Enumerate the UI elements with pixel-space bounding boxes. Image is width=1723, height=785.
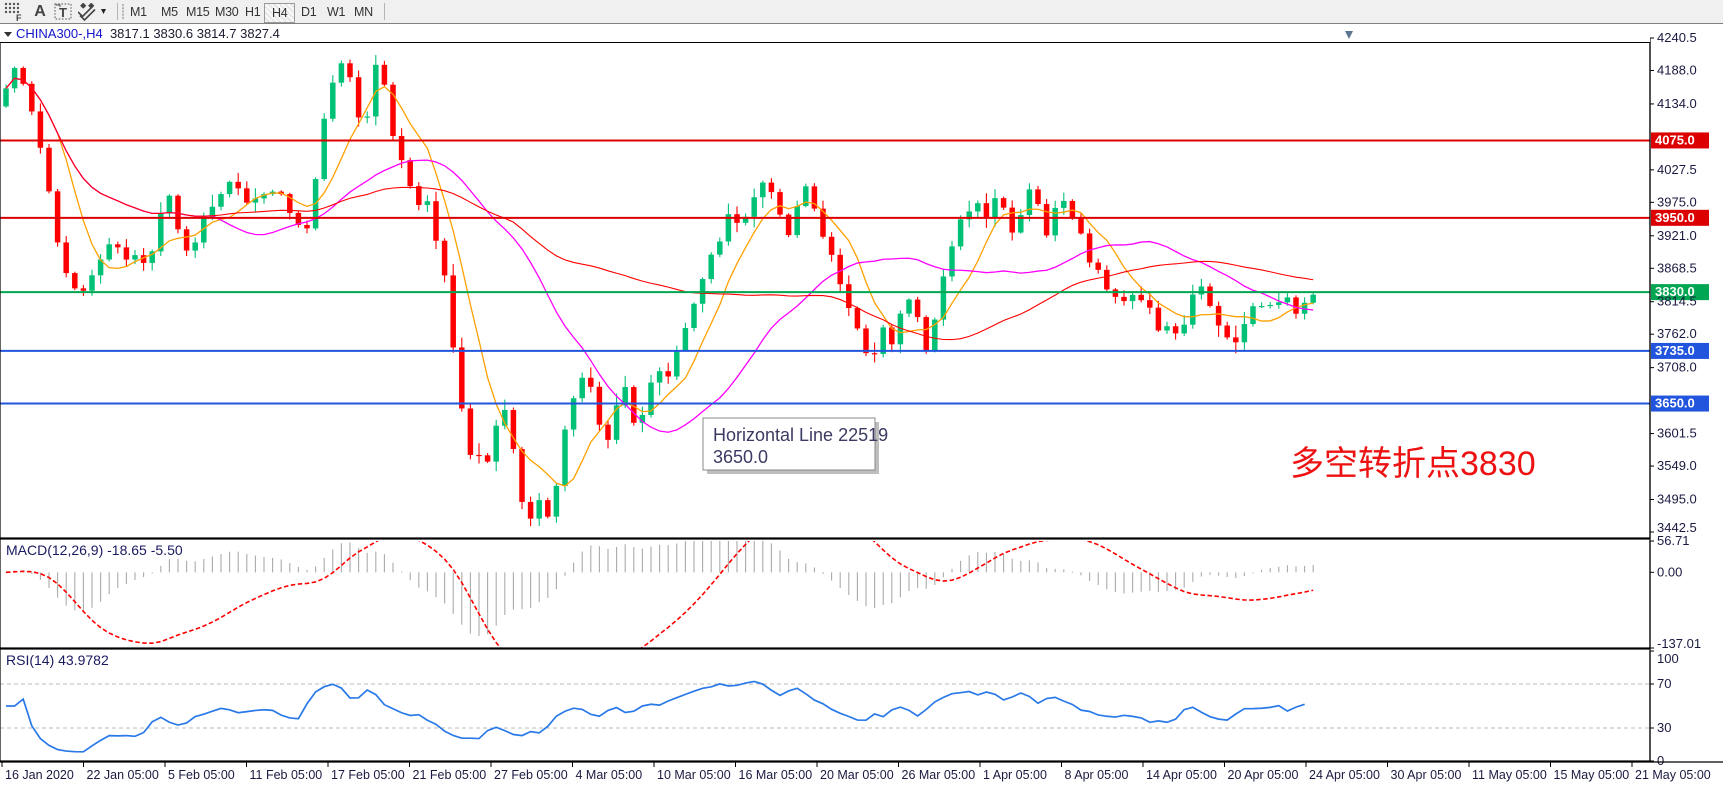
svg-text:26 Mar 05:00: 26 Mar 05:00 (902, 768, 976, 782)
svg-text:0.00: 0.00 (1657, 564, 1682, 579)
svg-text:4240.5: 4240.5 (1657, 30, 1697, 45)
svg-text:10 Mar 05:00: 10 Mar 05:00 (657, 768, 731, 782)
svg-text:21 Feb 05:00: 21 Feb 05:00 (413, 768, 487, 782)
svg-text:3950.0: 3950.0 (1655, 210, 1695, 225)
svg-text:T: T (59, 5, 67, 20)
svg-text:20 Mar 05:00: 20 Mar 05:00 (820, 768, 894, 782)
svg-text:Horizontal Line 22519: Horizontal Line 22519 (713, 425, 888, 445)
svg-text:14 Apr 05:00: 14 Apr 05:00 (1146, 768, 1217, 782)
svg-text:-137.01: -137.01 (1657, 636, 1701, 651)
svg-text:100: 100 (1657, 651, 1679, 666)
svg-text:16 Mar 05:00: 16 Mar 05:00 (739, 768, 813, 782)
svg-text:3868.5: 3868.5 (1657, 260, 1697, 275)
svg-text:20 Apr 05:00: 20 Apr 05:00 (1228, 768, 1299, 782)
svg-text:4027.5: 4027.5 (1657, 162, 1697, 177)
svg-text:3495.0: 3495.0 (1657, 492, 1697, 507)
svg-text:3762.0: 3762.0 (1657, 326, 1697, 341)
svg-text:11 May 05:00: 11 May 05:00 (1472, 768, 1547, 782)
svg-text:MACD(12,26,9) -18.65 -5.50: MACD(12,26,9) -18.65 -5.50 (6, 542, 183, 558)
svg-text:27 Feb 05:00: 27 Feb 05:00 (494, 768, 568, 782)
svg-text:22 Jan 05:00: 22 Jan 05:00 (87, 768, 159, 782)
svg-text:0: 0 (1657, 753, 1664, 768)
svg-text:4 Mar 05:00: 4 Mar 05:00 (576, 768, 643, 782)
svg-text:3549.0: 3549.0 (1657, 458, 1697, 473)
svg-text:24 Apr 05:00: 24 Apr 05:00 (1309, 768, 1380, 782)
svg-text:F: F (16, 13, 22, 22)
svg-text:4134.0: 4134.0 (1657, 96, 1697, 111)
svg-text:8 Apr 05:00: 8 Apr 05:00 (1065, 768, 1129, 782)
svg-text:3814.5: 3814.5 (1657, 294, 1697, 309)
svg-text:3650.0: 3650.0 (1655, 396, 1695, 411)
svg-text:11 Feb 05:00: 11 Feb 05:00 (250, 768, 323, 782)
svg-text:5 Feb 05:00: 5 Feb 05:00 (168, 768, 235, 782)
svg-text:RSI(14) 43.9782: RSI(14) 43.9782 (6, 652, 109, 668)
svg-text:4075.0: 4075.0 (1655, 132, 1695, 147)
svg-text:30 Apr 05:00: 30 Apr 05:00 (1391, 768, 1462, 782)
svg-text:4188.0: 4188.0 (1657, 63, 1697, 78)
svg-text:3735.0: 3735.0 (1655, 343, 1695, 358)
svg-text:3601.5: 3601.5 (1657, 426, 1697, 441)
svg-text:3708.0: 3708.0 (1657, 360, 1697, 375)
svg-text:21 May 05:00: 21 May 05:00 (1635, 768, 1711, 782)
svg-text:3650.0: 3650.0 (713, 447, 768, 467)
svg-text:多空转折点3830: 多空转折点3830 (1290, 445, 1536, 483)
svg-text:70: 70 (1657, 676, 1671, 691)
svg-text:15 May 05:00: 15 May 05:00 (1554, 768, 1630, 782)
svg-text:56.71: 56.71 (1657, 533, 1690, 548)
svg-text:1 Apr 05:00: 1 Apr 05:00 (983, 768, 1047, 782)
svg-text:17 Feb 05:00: 17 Feb 05:00 (331, 768, 405, 782)
svg-text:30: 30 (1657, 720, 1671, 735)
svg-text:3975.0: 3975.0 (1657, 194, 1697, 209)
svg-text:3921.0: 3921.0 (1657, 228, 1697, 243)
svg-text:16 Jan 2020: 16 Jan 2020 (5, 768, 74, 782)
